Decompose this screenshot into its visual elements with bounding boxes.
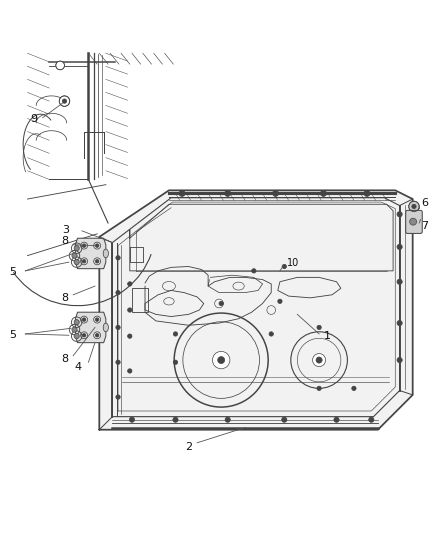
Text: 6: 6 <box>421 198 428 208</box>
Circle shape <box>127 308 132 312</box>
Circle shape <box>225 190 231 197</box>
Circle shape <box>74 260 79 265</box>
Circle shape <box>225 417 230 422</box>
Circle shape <box>397 358 402 362</box>
Circle shape <box>127 282 132 286</box>
Circle shape <box>116 256 120 260</box>
Circle shape <box>316 357 322 363</box>
Circle shape <box>72 253 77 258</box>
Text: 3: 3 <box>62 225 69 236</box>
Circle shape <box>116 360 120 365</box>
Polygon shape <box>99 190 413 430</box>
Circle shape <box>74 320 79 325</box>
Text: 8: 8 <box>62 293 69 303</box>
Text: 7: 7 <box>421 221 428 231</box>
Circle shape <box>219 301 223 305</box>
Circle shape <box>82 334 86 337</box>
Text: 8: 8 <box>62 354 69 364</box>
Circle shape <box>409 201 419 212</box>
Circle shape <box>95 318 99 321</box>
Circle shape <box>173 417 178 422</box>
Circle shape <box>173 332 178 336</box>
Circle shape <box>252 269 256 273</box>
Circle shape <box>179 190 185 197</box>
Circle shape <box>173 360 178 365</box>
Text: 5: 5 <box>9 266 16 277</box>
Circle shape <box>116 290 120 295</box>
Circle shape <box>282 264 286 269</box>
Circle shape <box>82 244 86 247</box>
Circle shape <box>62 99 67 103</box>
Circle shape <box>74 334 79 339</box>
Circle shape <box>364 190 370 197</box>
Circle shape <box>352 386 356 391</box>
Text: 1: 1 <box>323 331 330 341</box>
Circle shape <box>95 244 99 247</box>
Circle shape <box>218 357 225 364</box>
Circle shape <box>282 417 287 422</box>
Circle shape <box>334 417 339 422</box>
Circle shape <box>72 327 77 332</box>
Circle shape <box>412 204 416 208</box>
Circle shape <box>56 61 64 70</box>
Circle shape <box>369 417 374 422</box>
Bar <box>132 288 148 312</box>
Circle shape <box>212 351 230 369</box>
Circle shape <box>317 325 321 329</box>
Text: 9: 9 <box>31 115 38 124</box>
Text: 2: 2 <box>185 442 192 452</box>
Circle shape <box>127 369 132 373</box>
Circle shape <box>129 417 134 422</box>
Circle shape <box>116 325 120 329</box>
Text: 8: 8 <box>62 236 69 246</box>
Circle shape <box>397 320 402 326</box>
Text: 10: 10 <box>286 258 299 268</box>
Circle shape <box>410 218 417 225</box>
Circle shape <box>127 334 132 338</box>
Polygon shape <box>75 312 106 343</box>
Circle shape <box>82 260 86 263</box>
Circle shape <box>95 334 99 337</box>
Circle shape <box>74 246 79 251</box>
Text: 5: 5 <box>9 330 16 340</box>
Circle shape <box>317 386 321 391</box>
Polygon shape <box>75 238 106 269</box>
Circle shape <box>59 96 70 107</box>
Ellipse shape <box>103 323 109 332</box>
Circle shape <box>397 212 402 217</box>
Circle shape <box>116 395 120 399</box>
Circle shape <box>269 332 273 336</box>
Circle shape <box>397 279 402 284</box>
Circle shape <box>95 260 99 263</box>
FancyBboxPatch shape <box>406 211 422 233</box>
Circle shape <box>82 318 86 321</box>
Circle shape <box>321 190 326 197</box>
Circle shape <box>278 299 282 303</box>
Circle shape <box>397 244 402 249</box>
Ellipse shape <box>103 249 109 258</box>
Text: 4: 4 <box>74 361 81 372</box>
Circle shape <box>313 353 325 367</box>
Circle shape <box>272 190 279 197</box>
